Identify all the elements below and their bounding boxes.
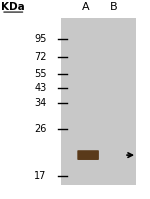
Text: A: A xyxy=(81,2,89,12)
Text: 34: 34 xyxy=(34,98,46,108)
Text: 43: 43 xyxy=(34,83,46,93)
FancyBboxPatch shape xyxy=(61,18,136,185)
Text: 95: 95 xyxy=(34,34,46,44)
Text: 55: 55 xyxy=(34,69,46,79)
Text: 26: 26 xyxy=(34,124,46,134)
Text: B: B xyxy=(110,2,118,12)
FancyBboxPatch shape xyxy=(77,150,99,160)
Text: 17: 17 xyxy=(34,171,46,180)
Text: KDa: KDa xyxy=(1,2,25,12)
Text: 72: 72 xyxy=(34,52,46,61)
